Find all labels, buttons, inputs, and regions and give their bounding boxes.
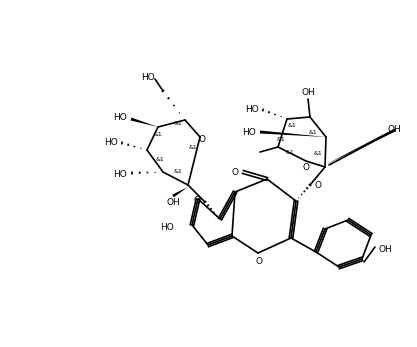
Text: OH: OH: [387, 125, 401, 134]
Text: &1: &1: [286, 150, 294, 154]
Text: HO: HO: [141, 73, 155, 82]
Text: HO: HO: [104, 137, 118, 146]
Text: O: O: [315, 180, 322, 189]
Text: &1: &1: [173, 120, 182, 126]
Text: HO: HO: [242, 127, 256, 136]
Text: &1: &1: [156, 156, 164, 161]
Text: OH: OH: [166, 197, 180, 206]
Text: O: O: [302, 162, 309, 171]
Text: &1: &1: [309, 129, 317, 135]
Text: HO: HO: [160, 222, 174, 231]
Text: HO: HO: [113, 169, 127, 178]
Text: O: O: [198, 135, 206, 144]
Text: OH: OH: [301, 87, 315, 96]
Polygon shape: [172, 187, 188, 197]
Text: O: O: [256, 256, 262, 265]
Text: O: O: [231, 168, 239, 177]
Text: &1: &1: [153, 132, 162, 136]
Text: OH: OH: [379, 245, 393, 254]
Text: HO: HO: [245, 104, 259, 113]
Polygon shape: [131, 118, 158, 127]
Text: HO: HO: [113, 112, 127, 121]
Polygon shape: [325, 129, 396, 165]
Text: O: O: [194, 195, 201, 204]
Text: &1: &1: [276, 136, 285, 142]
Text: &1: &1: [173, 169, 182, 174]
Text: &1: &1: [188, 144, 197, 150]
Text: &1: &1: [314, 151, 322, 155]
Text: &1: &1: [288, 122, 296, 127]
Polygon shape: [260, 130, 326, 137]
